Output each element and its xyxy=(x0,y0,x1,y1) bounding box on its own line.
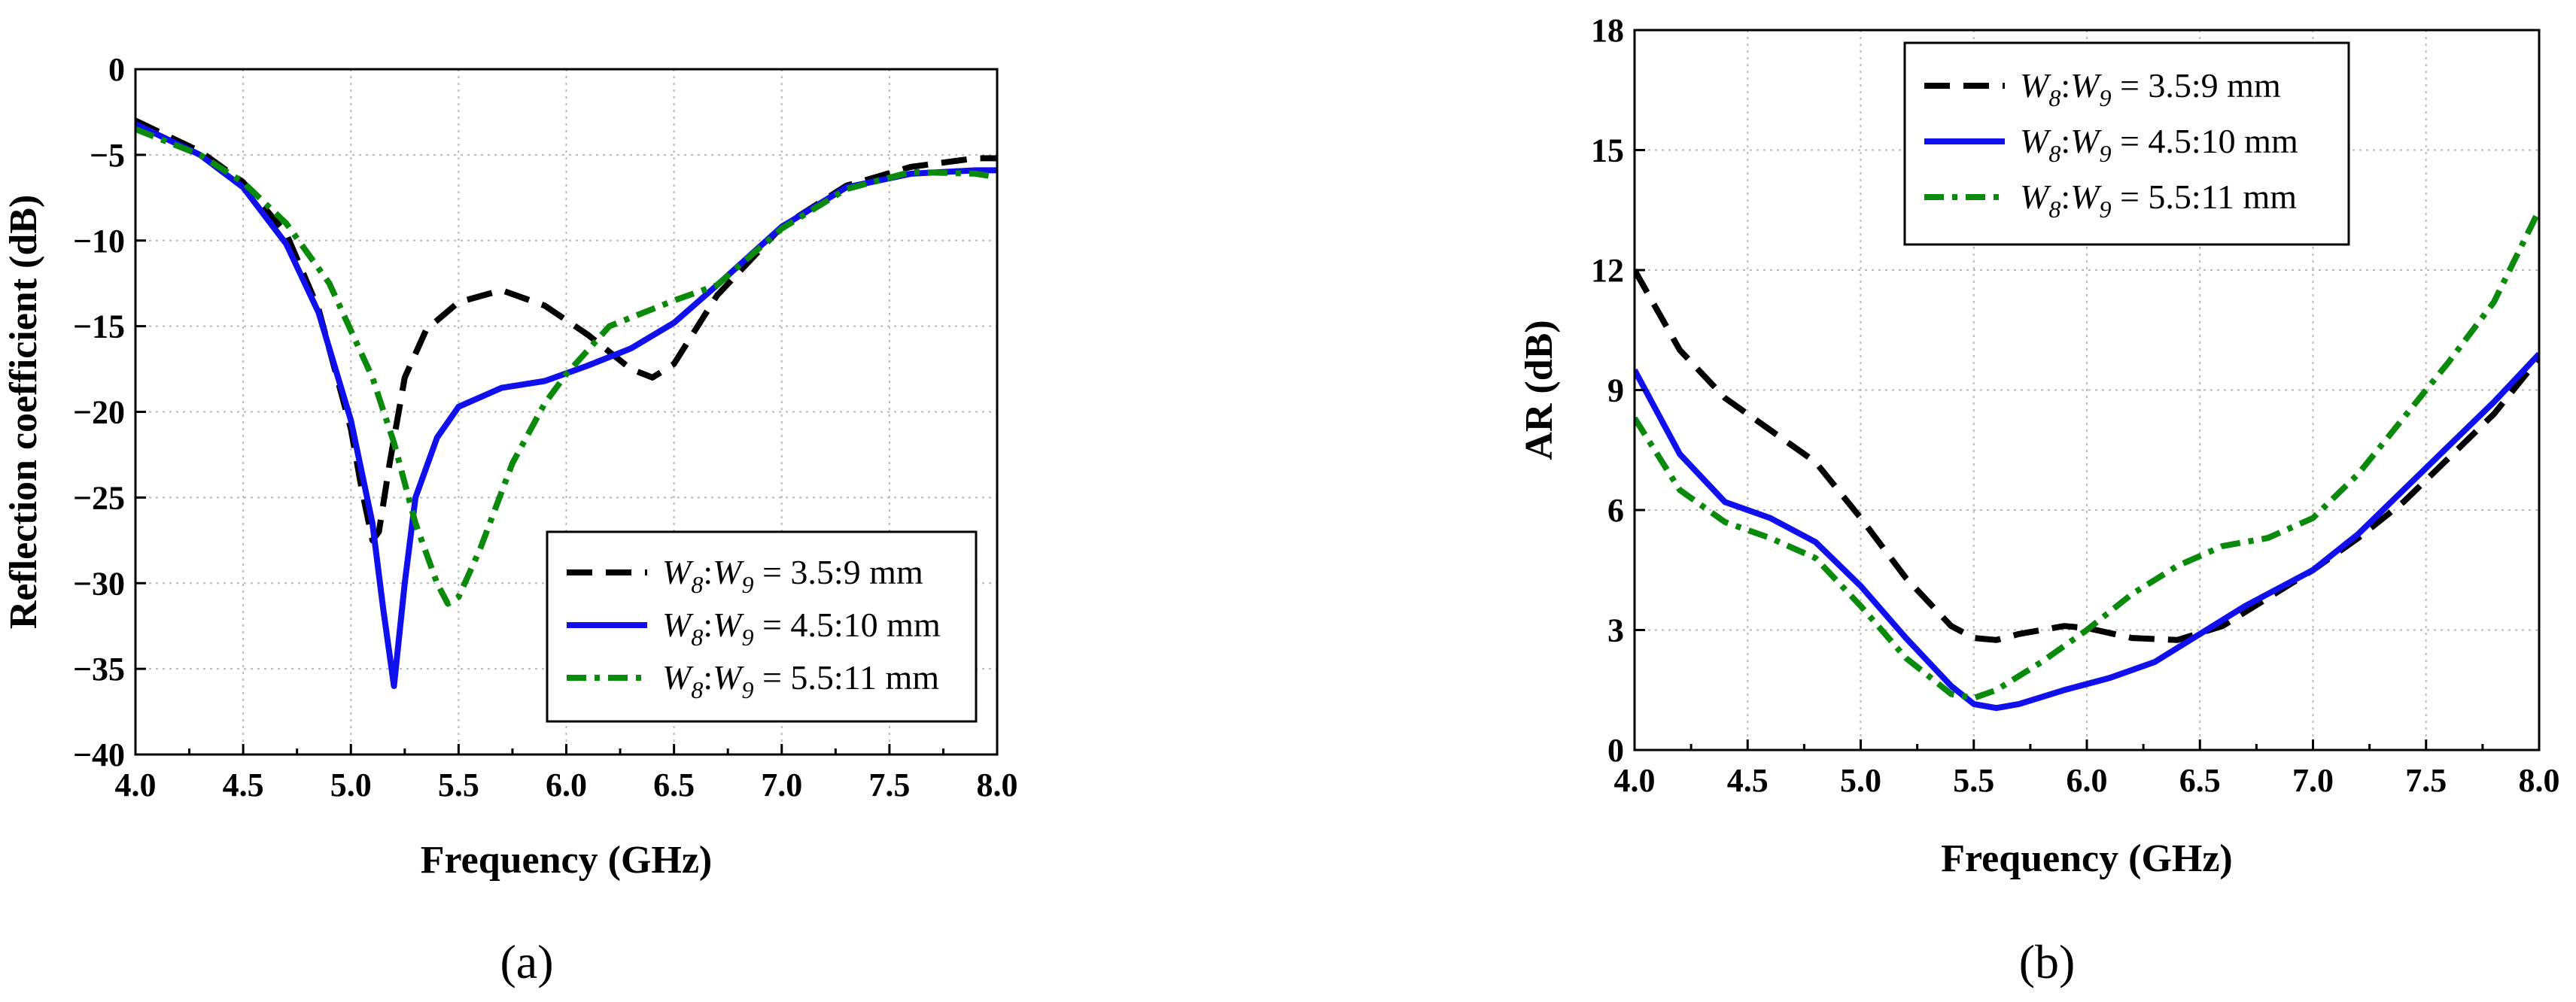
y-tick-label: 0 xyxy=(108,51,125,88)
x-tick-label: 5.5 xyxy=(1953,762,1994,799)
y-tick-label: 3 xyxy=(1607,612,1624,649)
x-tick-label: 7.0 xyxy=(2292,762,2334,799)
x-tick-label: 5.0 xyxy=(1840,762,1881,799)
x-tick-label: 4.0 xyxy=(1614,762,1656,799)
x-tick-label: 6.0 xyxy=(546,767,587,803)
x-tick-label: 5.0 xyxy=(330,767,372,803)
x-axis-label: Frequency (GHz) xyxy=(1941,837,2233,880)
series-line-2 xyxy=(1635,351,2539,712)
y-tick-label: −35 xyxy=(73,651,125,688)
y-tick-label: −15 xyxy=(73,308,125,345)
x-tick-label: 4.0 xyxy=(115,767,157,803)
legend-label-2: W8:W9 = 4.5:10 mm xyxy=(662,606,941,651)
y-tick-label: −30 xyxy=(73,565,125,602)
x-tick-label: 6.5 xyxy=(2179,762,2221,799)
x-tick-label: 4.5 xyxy=(223,767,264,803)
x-tick-label: 6.0 xyxy=(2067,762,2108,799)
y-tick-label: −40 xyxy=(73,736,125,773)
legend-label-3: W8:W9 = 5.5:11 mm xyxy=(2020,178,2297,223)
y-tick-label: 12 xyxy=(1591,252,1624,289)
y-tick-label: −25 xyxy=(73,479,125,516)
y-tick-label: 15 xyxy=(1591,132,1624,169)
y-tick-label: −10 xyxy=(73,223,125,260)
subfigure-caption: (a) xyxy=(500,935,553,988)
x-tick-label: 8.0 xyxy=(977,767,1018,803)
series-line-3 xyxy=(1635,208,2539,701)
legend: W8:W9 = 3.5:9 mm W8:W9 = 4.5:10 mm W8:W9 =… xyxy=(546,530,978,723)
legend-label-1: W8:W9 = 3.5:9 mm xyxy=(662,553,923,598)
y-tick-label: −20 xyxy=(73,394,125,431)
chart-b-axial-ratio: 4.0 4.5 5.0 5.5 6.0 6.5 7.0 7.5 8.0 0 3 6 9 12 15 18 Fre… xyxy=(1518,12,2560,988)
x-tick-label: 4.5 xyxy=(1727,762,1769,799)
x-tick-label: 7.5 xyxy=(868,767,910,803)
legend-label-1: W8:W9 = 3.5:9 mm xyxy=(2020,66,2281,111)
y-tick-label: 0 xyxy=(1607,732,1624,769)
x-tick-label: 7.5 xyxy=(2405,762,2447,799)
series-line-3 xyxy=(135,126,997,607)
legend: W8:W9 = 3.5:9 mm W8:W9 = 4.5:10 mm W8:W9 =… xyxy=(1903,41,2350,246)
subfigure-caption: (b) xyxy=(2019,935,2076,988)
y-axis-label: Reflection coefficient (dB) xyxy=(2,195,45,630)
y-tick-label: 18 xyxy=(1591,12,1624,49)
x-axis-label: Frequency (GHz) xyxy=(421,839,713,882)
chart-a-reflection-coefficient: 4.0 4.5 5.0 5.5 6.0 6.5 7.0 7.5 8.0 0 −5 −10 −15 −20 −… xyxy=(2,51,1018,988)
x-tick-label: 6.5 xyxy=(653,767,695,803)
y-tick-label: −5 xyxy=(90,137,125,174)
series-line-1 xyxy=(1635,269,2539,643)
legend-label-2: W8:W9 = 4.5:10 mm xyxy=(2020,122,2298,167)
y-axis-label: AR (dB) xyxy=(1518,320,1561,460)
series-line-2 xyxy=(135,121,997,689)
y-tick-label: 6 xyxy=(1607,492,1624,529)
y-tick-label: 9 xyxy=(1607,372,1624,409)
x-tick-label: 8.0 xyxy=(2519,762,2560,799)
legend-label-3: W8:W9 = 5.5:11 mm xyxy=(662,658,939,703)
x-tick-label: 7.0 xyxy=(761,767,802,803)
x-tick-label: 5.5 xyxy=(438,767,479,803)
